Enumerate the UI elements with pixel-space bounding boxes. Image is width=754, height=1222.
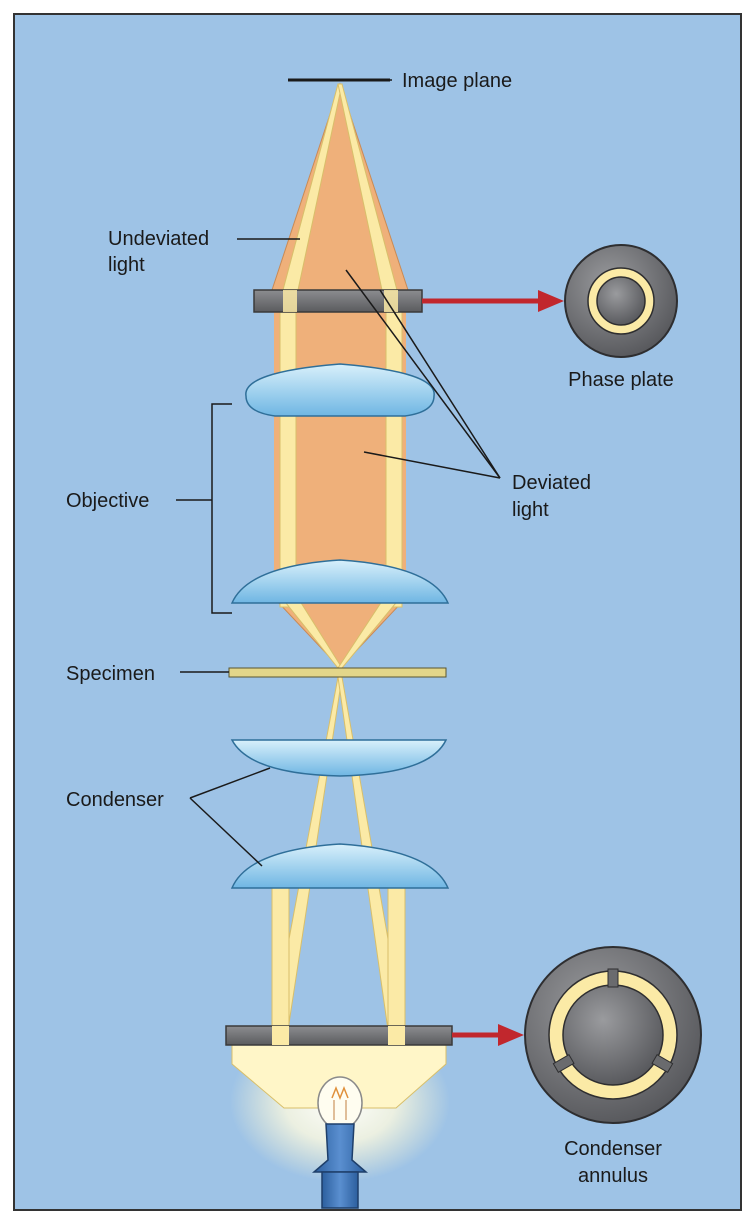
objective-upper-lens [245,363,435,417]
undeviated-beam-left [279,311,297,608]
label-phase-plate: Phase plate [568,369,674,391]
annulus-slot-right [388,1026,405,1045]
annulus-arrow-head [498,1024,524,1046]
objective-bracket [211,403,232,614]
condenser-annulus-disk [524,946,702,1124]
phase-plate-ring-left [283,290,297,312]
condenser-leader-upper [189,767,271,799]
label-objective: Objective [66,490,149,512]
illumination-beam-left [271,879,290,1031]
deviated-leader-upper [345,269,501,479]
light-bulb-icon [311,1076,369,1209]
specimen-slide [228,667,447,678]
label-deviated-line1: Deviated [512,472,591,494]
phase-plate-disk [564,244,678,358]
deviated-leader-lower [363,451,501,479]
label-undeviated-line1: Undeviated [108,228,209,250]
label-specimen: Specimen [66,663,155,685]
label-image-plane: Image plane [402,70,512,92]
condenser-leader-lower [189,797,263,867]
phase-plate-ring-right [384,290,398,312]
label-condenser: Condenser [66,789,164,811]
label-undeviated-line2: light [108,254,145,276]
phase-plate-arrow-head [538,290,564,312]
deviated-leader-plate [379,289,501,479]
condenser-upper-lens [230,739,448,777]
label-deviated-line2: light [512,499,549,521]
label-annulus-line1: Condenser [564,1138,662,1160]
condenser-annulus-bar [225,1025,453,1046]
label-annulus-line2: annulus [578,1165,648,1187]
condenser-lower-lens [230,843,450,889]
illumination-beam-right [387,879,406,1031]
objective-lower-lens [230,559,450,604]
annulus-slot-left [272,1026,289,1045]
